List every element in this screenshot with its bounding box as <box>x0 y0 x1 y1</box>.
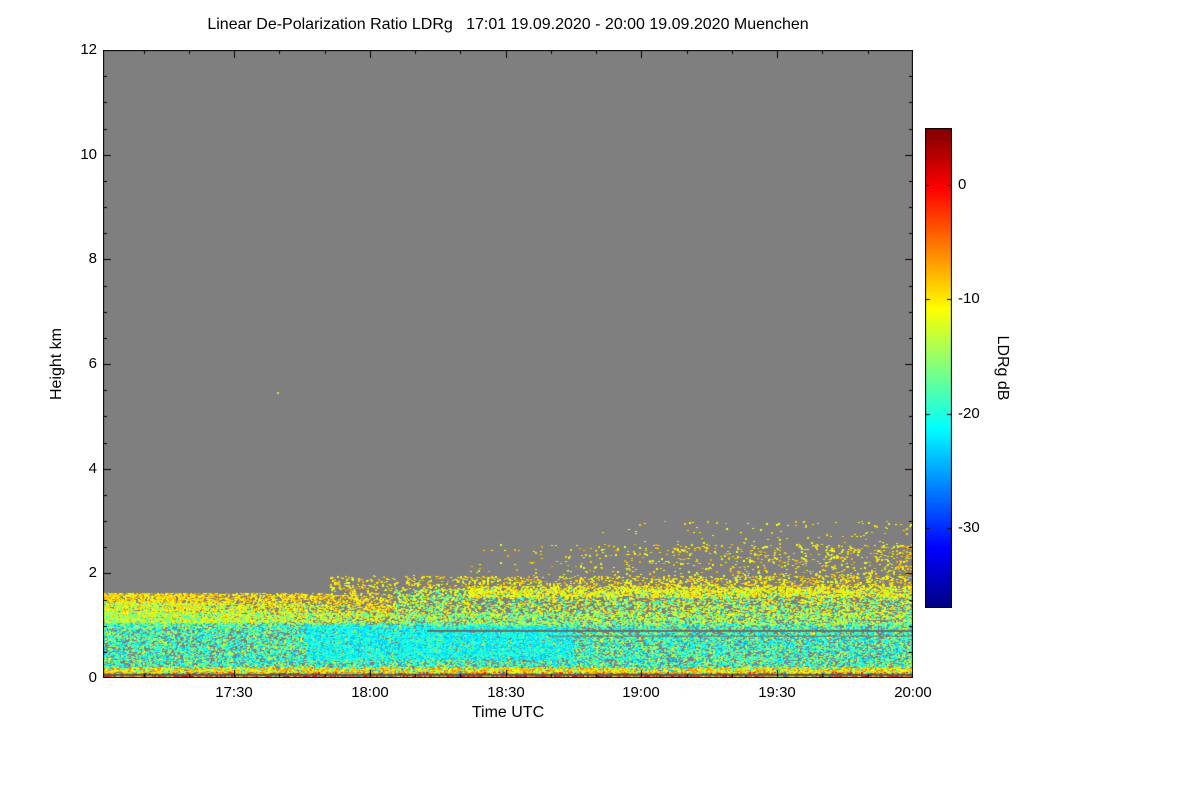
y-tick-label: 4 <box>88 460 97 477</box>
colorbar-tick-label: -30 <box>958 519 980 536</box>
colorbar-tick-label: -20 <box>958 405 980 422</box>
colorbar-canvas <box>925 128 952 608</box>
x-tick-label: 17:30 <box>215 684 253 701</box>
x-axis-label: Time UTC <box>471 704 545 721</box>
colorbar-label: LDRg dB <box>994 335 1011 401</box>
heatmap-canvas <box>103 50 913 678</box>
y-tick-label: 12 <box>80 41 97 58</box>
y-tick-label: 6 <box>88 355 97 372</box>
y-tick-label: 10 <box>80 146 97 163</box>
y-tick-label: 2 <box>88 564 97 581</box>
x-tick-label: 20:00 <box>894 684 932 701</box>
y-tick-label: 8 <box>88 250 97 267</box>
y-tick-label: 0 <box>88 669 97 686</box>
x-tick-label: 18:00 <box>351 684 389 701</box>
chart-title: Linear De-Polarization Ratio LDRg 17:01 … <box>207 16 809 33</box>
x-tick-label: 19:30 <box>758 684 796 701</box>
x-tick-label: 18:30 <box>487 684 525 701</box>
colorbar-tick-label: -10 <box>958 290 980 307</box>
colorbar-tick-label: 0 <box>958 176 967 193</box>
x-tick-label: 19:00 <box>622 684 660 701</box>
